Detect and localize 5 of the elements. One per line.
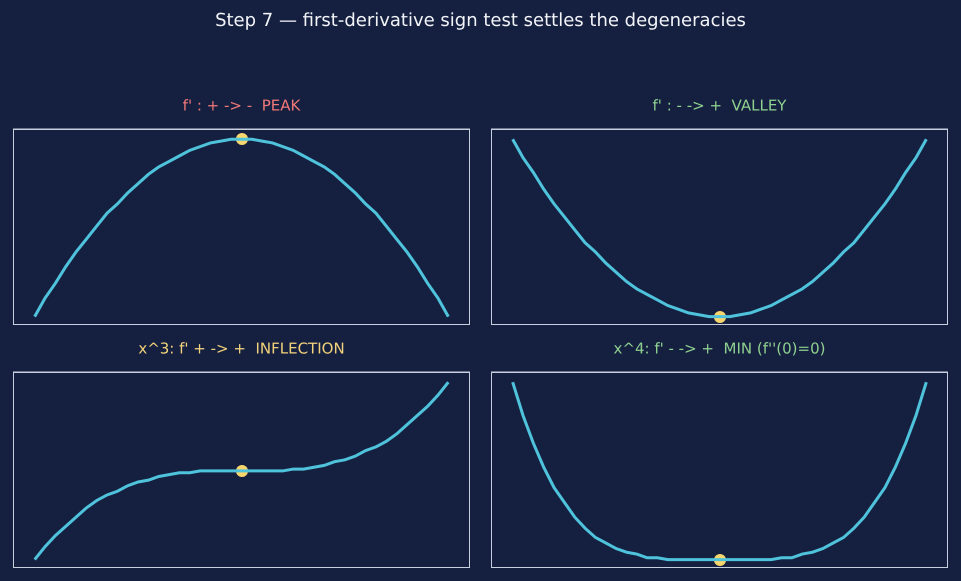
chart-title: f' : + -> - PEAK (182, 96, 302, 114)
chart-title: f' : - -> + VALLEY (652, 96, 788, 114)
chart-title: x^4: f' - -> + MIN (f''(0)=0) (614, 339, 826, 358)
text: Step 7 — first-derivative sign test settles the degeneracies (214, 10, 747, 31)
chart-title: x^3: f' + -> + INFLECTION (138, 339, 345, 358)
